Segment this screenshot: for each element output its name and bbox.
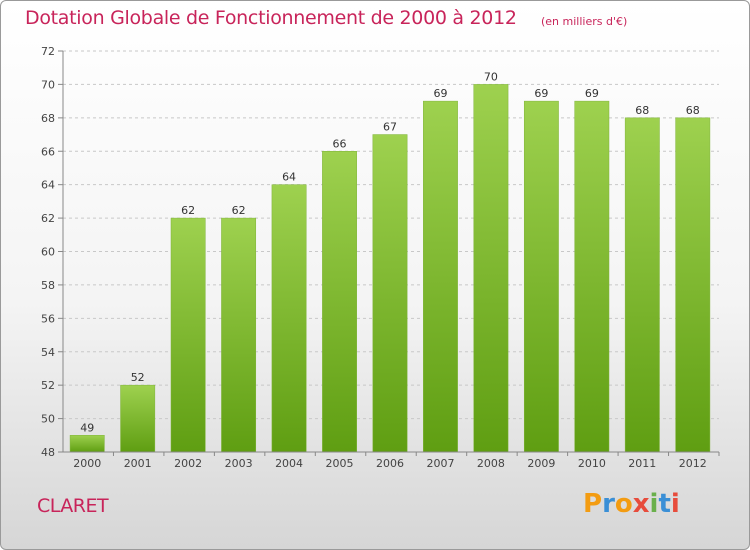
bar-2007: [423, 100, 458, 453]
y-tick-label: 56: [41, 312, 55, 325]
bars: 49 52 62 62 64 66 67 69 70 69 69 68 68: [69, 70, 711, 453]
x-tick-label-2011: 2011: [628, 457, 656, 470]
bar-2011: [624, 117, 660, 453]
x-tick-label-2012: 2012: [679, 457, 707, 470]
value-label-2000: 49: [80, 421, 94, 434]
bar-2009: [523, 100, 559, 453]
x-tick-label-2007: 2007: [426, 457, 454, 470]
y-tick-label: 66: [41, 145, 55, 158]
y-tick-label: 70: [41, 78, 55, 91]
bar-2001: [120, 384, 156, 453]
logo-letter: x: [632, 489, 650, 519]
y-axis: 48 50 52 54 56 58 60 62 64 66 68 70 72: [41, 45, 64, 459]
bar-2012: [675, 117, 711, 453]
value-label-2011: 68: [635, 104, 649, 117]
value-label-2002: 62: [181, 204, 195, 217]
town-name: CLARET: [37, 495, 109, 517]
value-label-2001: 52: [131, 371, 145, 384]
chart-title: Dotation Globale de Fonctionnement de 20…: [25, 7, 517, 29]
bar-2004: [271, 184, 307, 453]
y-tick-label: 58: [41, 279, 55, 292]
y-tick-label: 50: [41, 413, 55, 426]
value-label-2005: 66: [333, 137, 347, 150]
logo-letter: o: [614, 489, 633, 519]
logo-letter: P: [583, 489, 603, 519]
unit-note: (en milliers d'€): [541, 15, 628, 28]
proxiti-logo[interactable]: Proxiti: [583, 489, 680, 519]
x-tick-label-2004: 2004: [275, 457, 303, 470]
logo-letter: r: [602, 489, 615, 519]
x-tick-label-2003: 2003: [225, 457, 253, 470]
value-label-2008: 70: [484, 70, 498, 83]
y-tick-label: 52: [41, 379, 55, 392]
y-tick-label: 72: [41, 45, 55, 58]
y-tick-label: 62: [41, 212, 55, 225]
x-tick-label-2006: 2006: [376, 457, 404, 470]
y-tick-label: 64: [41, 179, 55, 192]
y-tick-label: 48: [41, 446, 55, 459]
bar-2006: [372, 134, 408, 453]
x-tick-label-2008: 2008: [477, 457, 505, 470]
value-label-2006: 67: [383, 121, 397, 134]
x-tick-label-2010: 2010: [578, 457, 606, 470]
bar-2003: [221, 217, 257, 453]
logo-letter: t: [658, 489, 671, 519]
logo-letter: i: [649, 489, 659, 519]
bar-2010: [574, 100, 610, 453]
x-tick-label-2002: 2002: [174, 457, 202, 470]
x-tick-label-2005: 2005: [326, 457, 354, 470]
bar-2002: [170, 217, 206, 453]
x-axis: 2000 2001 2002 2003 2004 2005 2006 2007 2008 2009…: [63, 451, 720, 470]
bar-2000: [69, 435, 105, 453]
y-tick-label: 68: [41, 112, 55, 125]
y-tick-label: 54: [41, 346, 55, 359]
value-label-2012: 68: [686, 104, 700, 117]
value-label-2003: 62: [232, 204, 246, 217]
value-label-2004: 64: [282, 171, 296, 184]
logo-letter: i: [670, 489, 680, 519]
x-tick-label-2009: 2009: [527, 457, 555, 470]
value-label-2007: 69: [433, 87, 447, 100]
x-tick-label-2000: 2000: [73, 457, 101, 470]
value-label-2009: 69: [534, 87, 548, 100]
y-tick-label: 60: [41, 246, 55, 259]
value-label-2010: 69: [585, 87, 599, 100]
x-tick-label-2001: 2001: [124, 457, 152, 470]
bar-2008: [473, 84, 509, 453]
bar-2005: [322, 151, 357, 453]
